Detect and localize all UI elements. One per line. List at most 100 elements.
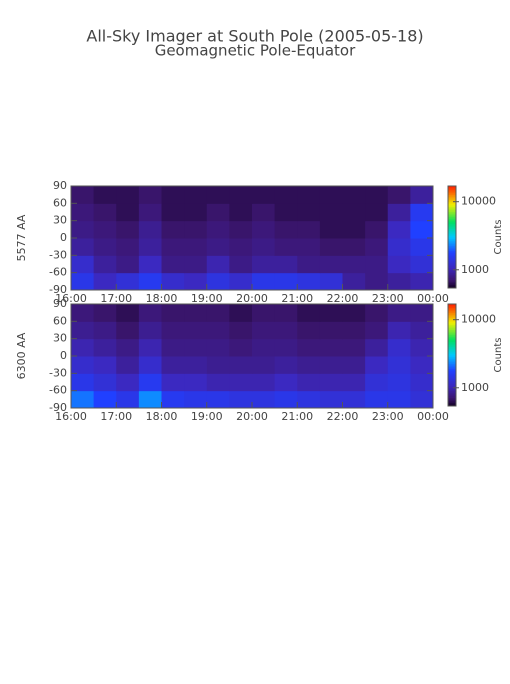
colorbar-segment — [448, 254, 456, 257]
colorbar-segment — [448, 334, 456, 337]
colorbar-segment — [448, 370, 456, 373]
colorbar-segment — [448, 338, 456, 341]
heat-cell — [342, 238, 366, 256]
heat-cell — [387, 390, 411, 409]
heat-cell — [161, 338, 185, 357]
colorbar-segment — [448, 203, 456, 206]
heat-cell — [297, 238, 321, 256]
heat-cell — [116, 373, 140, 392]
heat-cell — [319, 373, 343, 392]
x-tick-label: 00:00 — [417, 410, 449, 423]
heat-cell — [206, 255, 230, 274]
heat-cell — [71, 390, 95, 409]
y-axis-label: 5577 AA — [15, 214, 28, 261]
heat-cell — [342, 373, 366, 392]
heat-cell — [387, 220, 411, 239]
colorbar-segment — [448, 383, 456, 387]
colorbar-segment — [448, 344, 456, 347]
heat-cell — [387, 373, 411, 392]
heat-cell — [252, 220, 276, 239]
colorbar-segment — [448, 351, 456, 354]
colorbar-segment — [448, 317, 456, 320]
heat-cell — [297, 203, 321, 222]
heat-cell — [116, 203, 140, 222]
colorbar-segment — [448, 247, 456, 250]
colorbar-segment — [448, 307, 456, 310]
heat-cell — [184, 321, 208, 340]
heat-cell — [274, 304, 298, 322]
heat-cell — [206, 238, 230, 256]
heat-cell — [274, 203, 298, 222]
heat-cell — [342, 321, 366, 340]
colorbar-segment — [448, 260, 456, 263]
heat-cell — [319, 220, 343, 239]
colorbar-segment — [448, 220, 456, 223]
colorbar-segment — [448, 257, 456, 260]
heat-cell — [138, 338, 162, 357]
heat-cell — [161, 390, 185, 409]
colorbar-segment — [448, 250, 456, 253]
heat-cell — [342, 255, 366, 274]
x-tick-label: 20:00 — [236, 292, 268, 305]
heat-cell — [387, 272, 411, 291]
heat-cell — [138, 356, 162, 374]
colorbar-segment — [448, 314, 456, 317]
heat-cell — [410, 255, 434, 274]
heat-cell — [206, 373, 230, 392]
colorbar-segment — [448, 343, 456, 346]
heat-cell — [138, 203, 162, 222]
heat-cell — [410, 356, 434, 374]
heat-cell — [387, 321, 411, 340]
heat-cell — [161, 186, 185, 204]
heat-cell — [71, 220, 95, 239]
title: All-Sky Imager at South Pole (2005-05-18… — [86, 27, 423, 46]
y-tick-label: 60 — [53, 196, 67, 209]
heat-cell — [71, 272, 95, 291]
heat-cell — [274, 356, 298, 374]
heat-cell — [252, 304, 276, 322]
colorbar-segment — [448, 339, 456, 342]
heat-cell — [319, 304, 343, 322]
heat-cell — [161, 321, 185, 340]
heat-cell — [71, 304, 95, 322]
heat-cell — [184, 390, 208, 409]
colorbar-segment — [448, 248, 456, 252]
colorbar-segment — [448, 358, 456, 361]
heat-cell — [319, 321, 343, 340]
heat-cell — [71, 255, 95, 274]
heat-cell — [206, 272, 230, 291]
colorbar-segment — [448, 305, 456, 308]
colorbar-segment — [448, 329, 456, 332]
y-tick-label: 60 — [53, 314, 67, 327]
colorbar-segment — [448, 331, 456, 334]
colorbar-segment — [448, 189, 456, 192]
heat-cell — [252, 373, 276, 392]
x-tick-label: 19:00 — [191, 292, 223, 305]
heat-cell — [184, 255, 208, 274]
heat-cell — [116, 238, 140, 256]
colorbar-segment — [448, 238, 456, 241]
heat-cell — [138, 220, 162, 239]
x-tick-label: 16:00 — [55, 292, 87, 305]
colorbar-segment — [448, 363, 456, 366]
heat-cell — [387, 186, 411, 204]
colorbar-segment — [448, 216, 456, 219]
heat-cell — [206, 338, 230, 357]
colorbar-tick-label: 1000 — [461, 263, 489, 276]
heat-cell — [365, 304, 389, 322]
x-tick-label: 21:00 — [281, 410, 313, 423]
x-tick-label: 23:00 — [372, 410, 404, 423]
colorbar-segment — [448, 264, 456, 267]
colorbar-segment — [448, 382, 456, 385]
y-tick-label: -30 — [49, 366, 67, 379]
heat-cell — [319, 390, 343, 409]
colorbar-segment — [448, 380, 456, 383]
colorbar-segment — [448, 209, 456, 212]
heat-cell — [274, 255, 298, 274]
colorbar-segment — [448, 375, 456, 378]
colorbar-label: Counts — [493, 338, 504, 373]
heat-cell — [252, 272, 276, 291]
heat-cell — [365, 238, 389, 256]
heat-cell — [161, 220, 185, 239]
y-tick-label: 0 — [60, 231, 67, 244]
